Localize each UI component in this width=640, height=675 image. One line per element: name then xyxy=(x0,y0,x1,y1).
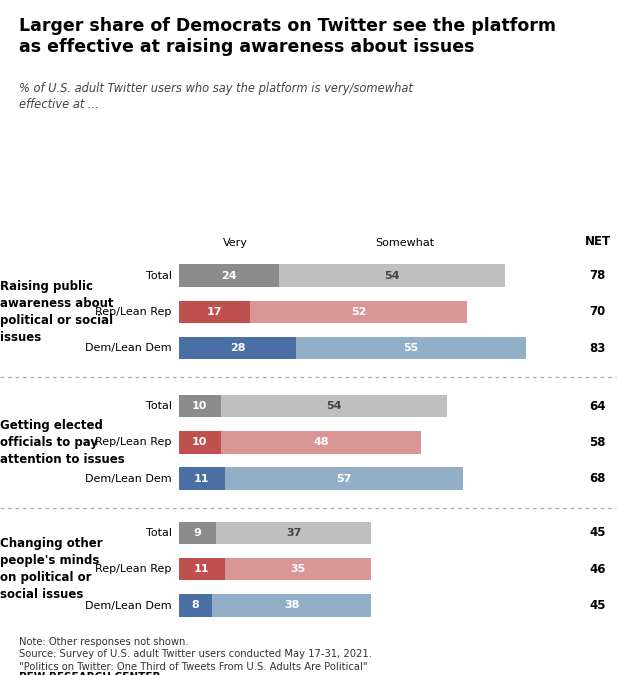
Text: 35: 35 xyxy=(291,564,306,574)
Text: 48: 48 xyxy=(313,437,329,448)
Text: 57: 57 xyxy=(337,474,352,483)
Bar xyxy=(221,395,447,417)
Text: 28: 28 xyxy=(230,343,245,353)
Text: 68: 68 xyxy=(589,472,606,485)
Text: Rep/Lean Rep: Rep/Lean Rep xyxy=(95,437,172,448)
Bar xyxy=(212,594,371,617)
Text: 46: 46 xyxy=(589,563,606,576)
Text: 17: 17 xyxy=(207,307,222,317)
Text: PEW RESEARCH CENTER: PEW RESEARCH CENTER xyxy=(19,672,161,675)
Bar xyxy=(250,300,467,323)
Text: NET: NET xyxy=(584,236,611,248)
Text: 9: 9 xyxy=(194,528,202,538)
Text: Changing other
people's minds
on political or
social issues: Changing other people's minds on politic… xyxy=(0,537,102,601)
Text: 37: 37 xyxy=(286,528,301,538)
Text: Very: Very xyxy=(223,238,248,248)
Text: 11: 11 xyxy=(194,474,209,483)
Text: 8: 8 xyxy=(192,601,200,610)
Bar xyxy=(179,300,250,323)
Bar xyxy=(179,594,212,617)
Text: Rep/Lean Rep: Rep/Lean Rep xyxy=(95,307,172,317)
Bar xyxy=(179,558,225,580)
Bar xyxy=(179,431,221,454)
Bar xyxy=(225,467,463,490)
Text: Total: Total xyxy=(146,271,172,281)
Bar xyxy=(221,431,421,454)
Text: 45: 45 xyxy=(589,599,606,612)
Text: 58: 58 xyxy=(589,436,606,449)
Text: Getting elected
officials to pay
attention to issues: Getting elected officials to pay attenti… xyxy=(0,419,125,466)
Text: 10: 10 xyxy=(192,401,207,411)
Text: Note: Other responses not shown.: Note: Other responses not shown. xyxy=(19,637,189,647)
Text: Total: Total xyxy=(146,401,172,411)
Text: % of U.S. adult Twitter users who say the platform is very/somewhat
effective at: % of U.S. adult Twitter users who say th… xyxy=(19,82,413,111)
Bar xyxy=(179,522,216,544)
Bar xyxy=(179,467,225,490)
Text: Total: Total xyxy=(146,528,172,538)
Bar xyxy=(216,522,371,544)
Text: 45: 45 xyxy=(589,526,606,539)
Text: Larger share of Democrats on Twitter see the platform
as effective at raising aw: Larger share of Democrats on Twitter see… xyxy=(19,17,556,57)
Bar xyxy=(179,395,221,417)
Text: 24: 24 xyxy=(221,271,237,281)
Text: 38: 38 xyxy=(284,601,300,610)
Bar xyxy=(179,337,296,359)
Text: Somewhat: Somewhat xyxy=(375,238,435,248)
Text: 54: 54 xyxy=(326,401,341,411)
Text: 10: 10 xyxy=(192,437,207,448)
Bar xyxy=(296,337,526,359)
Bar xyxy=(225,558,371,580)
Text: 78: 78 xyxy=(589,269,606,282)
Text: Dem/Lean Dem: Dem/Lean Dem xyxy=(85,474,172,483)
Text: Raising public
awareness about
political or social
issues: Raising public awareness about political… xyxy=(0,280,113,344)
Text: 83: 83 xyxy=(589,342,606,354)
Bar xyxy=(279,265,505,287)
Text: 70: 70 xyxy=(589,305,606,319)
Text: Rep/Lean Rep: Rep/Lean Rep xyxy=(95,564,172,574)
Text: 52: 52 xyxy=(351,307,366,317)
Text: 54: 54 xyxy=(385,271,400,281)
Text: 55: 55 xyxy=(403,343,419,353)
Text: Dem/Lean Dem: Dem/Lean Dem xyxy=(85,601,172,610)
Text: Dem/Lean Dem: Dem/Lean Dem xyxy=(85,343,172,353)
Text: 64: 64 xyxy=(589,400,606,412)
Bar xyxy=(179,265,279,287)
Text: Source: Survey of U.S. adult Twitter users conducted May 17-31, 2021.
"Politics : Source: Survey of U.S. adult Twitter use… xyxy=(19,649,372,672)
Text: 11: 11 xyxy=(194,564,209,574)
